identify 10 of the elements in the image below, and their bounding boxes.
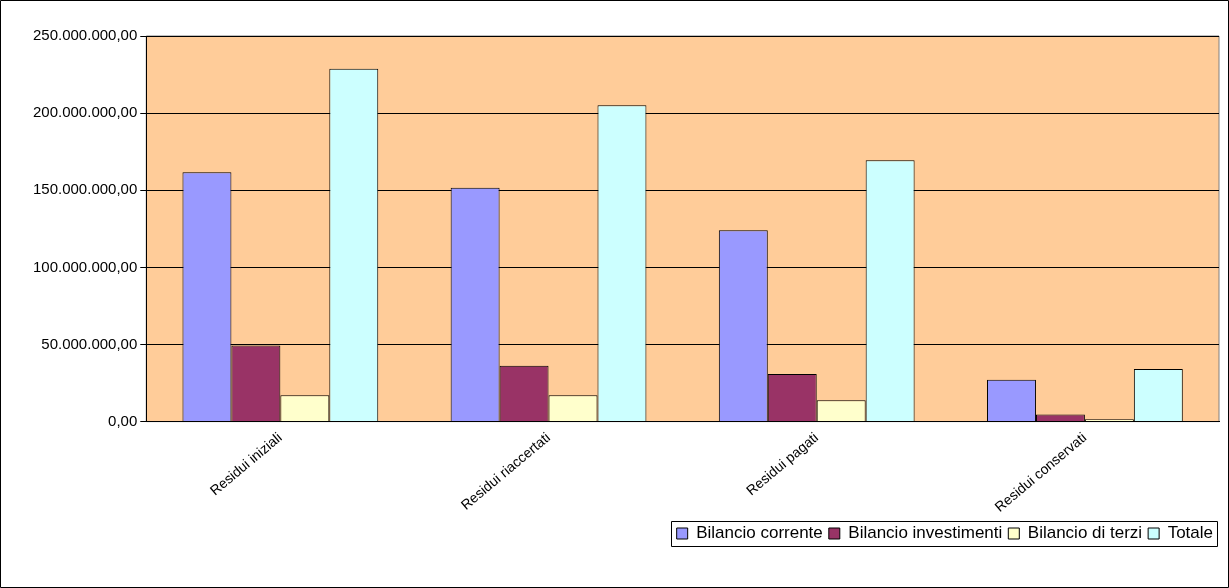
legend-label: Totale <box>1167 523 1214 543</box>
legend-label: Bilancio corrente <box>696 523 823 543</box>
y-tick-label: 200.000.000,00 <box>32 103 138 121</box>
y-tick-label: 0,00 <box>108 411 138 429</box>
y-tick-label: 100.000.000,00 <box>32 257 138 275</box>
legend-label: Bilancio di terzi <box>1027 523 1143 543</box>
y-tick-label: 250.000.000,00 <box>32 26 138 44</box>
legend-label: Bilancio investimenti <box>848 523 1003 543</box>
y-tick-label: 50.000.000,00 <box>41 334 138 352</box>
y-tick-label: 150.000.000,00 <box>32 180 138 198</box>
